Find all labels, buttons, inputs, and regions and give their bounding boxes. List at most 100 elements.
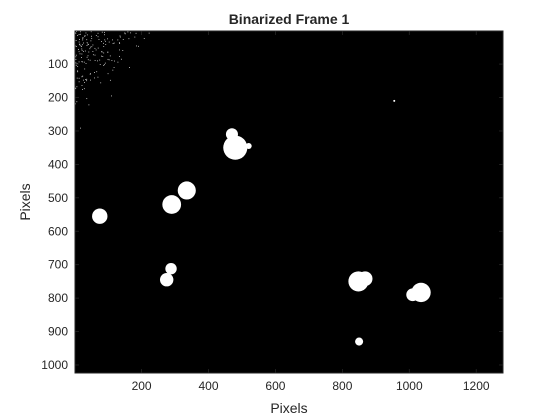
noise-pixel	[100, 82, 102, 84]
noise-pixel	[91, 37, 93, 39]
blob-5	[92, 208, 108, 224]
noise-pixel	[101, 31, 103, 33]
noise-pixel	[78, 77, 80, 79]
noise-pixel	[80, 127, 81, 129]
x-tick-label: 400	[199, 379, 219, 393]
noise-pixel	[91, 46, 93, 48]
y-tick-label: 600	[48, 224, 68, 238]
noise-pixel	[90, 31, 92, 33]
noise-pixel	[104, 31, 105, 33]
noise-pixel	[78, 51, 80, 53]
noise-pixel	[104, 62, 106, 64]
noise-pixel	[127, 31, 129, 33]
noise-pixel	[91, 35, 92, 37]
noise-pixel	[81, 61, 83, 62]
noise-pixel	[85, 32, 87, 34]
noise-pixel	[84, 81, 86, 83]
noise-pixel	[80, 45, 82, 47]
noise-pixel	[86, 45, 88, 46]
noise-pixel	[120, 58, 122, 60]
blob-2	[225, 128, 238, 141]
noise-pixel	[107, 38, 109, 40]
noise-pixel	[105, 44, 107, 45]
y-tick-label: 500	[48, 191, 68, 205]
noise-pixel	[78, 41, 80, 43]
noise-pixel	[113, 67, 115, 68]
blob-6	[165, 263, 177, 275]
noise-pixel	[109, 55, 111, 57]
noise-pixel	[111, 95, 112, 97]
noise-pixel	[78, 34, 80, 35]
x-tick-label: 200	[132, 379, 152, 393]
noise-pixel	[75, 103, 76, 105]
noise-pixel	[104, 40, 106, 42]
noise-pixel	[94, 77, 95, 79]
noise-pixel	[112, 69, 114, 71]
noise-pixel	[75, 54, 77, 56]
noise-pixel	[86, 39, 88, 41]
noise-pixel	[75, 45, 76, 47]
noise-pixel	[83, 88, 85, 90]
noise-pixel	[82, 79, 84, 81]
noise-pixel	[103, 46, 105, 47]
noise-pixel	[90, 40, 92, 42]
noise-pixel	[107, 51, 109, 53]
noise-pixel	[80, 31, 81, 33]
noise-pixel	[89, 73, 91, 75]
noise-pixel	[119, 43, 121, 44]
noise-pixel	[118, 42, 120, 44]
noise-pixel	[94, 47, 96, 49]
noise-pixel	[82, 50, 84, 52]
noise-pixel	[95, 49, 97, 51]
noise-pixel	[97, 32, 99, 34]
noise-pixel	[104, 34, 105, 36]
blob-12	[355, 337, 364, 346]
noise-pixel	[83, 42, 84, 44]
noise-pixel	[122, 39, 124, 40]
noise-pixel	[89, 46, 91, 48]
noise-pixel	[119, 35, 121, 37]
noise-pixel	[75, 32, 77, 34]
noise-pixel	[97, 76, 99, 78]
noise-pixel	[108, 59, 110, 61]
noise-pixel	[117, 39, 119, 41]
noise-pixel	[135, 32, 137, 34]
chart-title: Binarized Frame 1	[229, 11, 350, 27]
noise-pixel	[94, 59, 96, 61]
noise-pixel	[89, 48, 91, 50]
noise-pixel	[88, 51, 90, 53]
noise-pixel	[75, 62, 77, 64]
noise-pixel	[75, 31, 77, 33]
noise-pixel	[92, 51, 94, 52]
noise-pixel	[92, 54, 94, 56]
noise-pixel	[86, 78, 88, 80]
y-tick-label: 700	[48, 258, 68, 272]
noise-pixel	[82, 37, 84, 39]
noise-pixel	[112, 39, 113, 41]
noise-pixel	[103, 63, 105, 65]
noise-pixel	[86, 42, 88, 44]
noise-pixel	[124, 32, 126, 34]
noise-pixel	[117, 61, 119, 63]
noise-pixel	[77, 35, 79, 37]
noise-pixel	[88, 44, 89, 46]
noise-pixel	[143, 38, 145, 39]
speckle-1	[393, 99, 396, 102]
noise-pixel	[87, 59, 89, 61]
noise-pixel	[75, 87, 77, 89]
noise-pixel	[99, 64, 101, 65]
x-tick-label: 1000	[396, 379, 423, 393]
noise-pixel	[103, 42, 104, 44]
noise-pixel	[79, 43, 81, 45]
y-tick-label: 800	[48, 291, 68, 305]
noise-pixel	[148, 32, 150, 34]
noise-pixel	[81, 45, 82, 47]
x-axis-label: Pixels	[270, 400, 307, 416]
noise-pixel	[99, 59, 101, 61]
noise-pixel	[78, 61, 80, 63]
speckle-2	[245, 142, 252, 150]
noise-pixel	[75, 88, 77, 90]
noise-pixel	[86, 34, 88, 36]
noise-pixel	[75, 40, 77, 41]
